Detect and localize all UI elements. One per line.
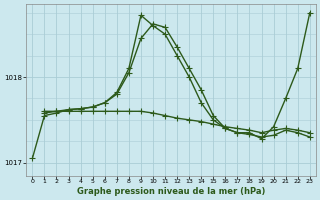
X-axis label: Graphe pression niveau de la mer (hPa): Graphe pression niveau de la mer (hPa): [77, 187, 265, 196]
